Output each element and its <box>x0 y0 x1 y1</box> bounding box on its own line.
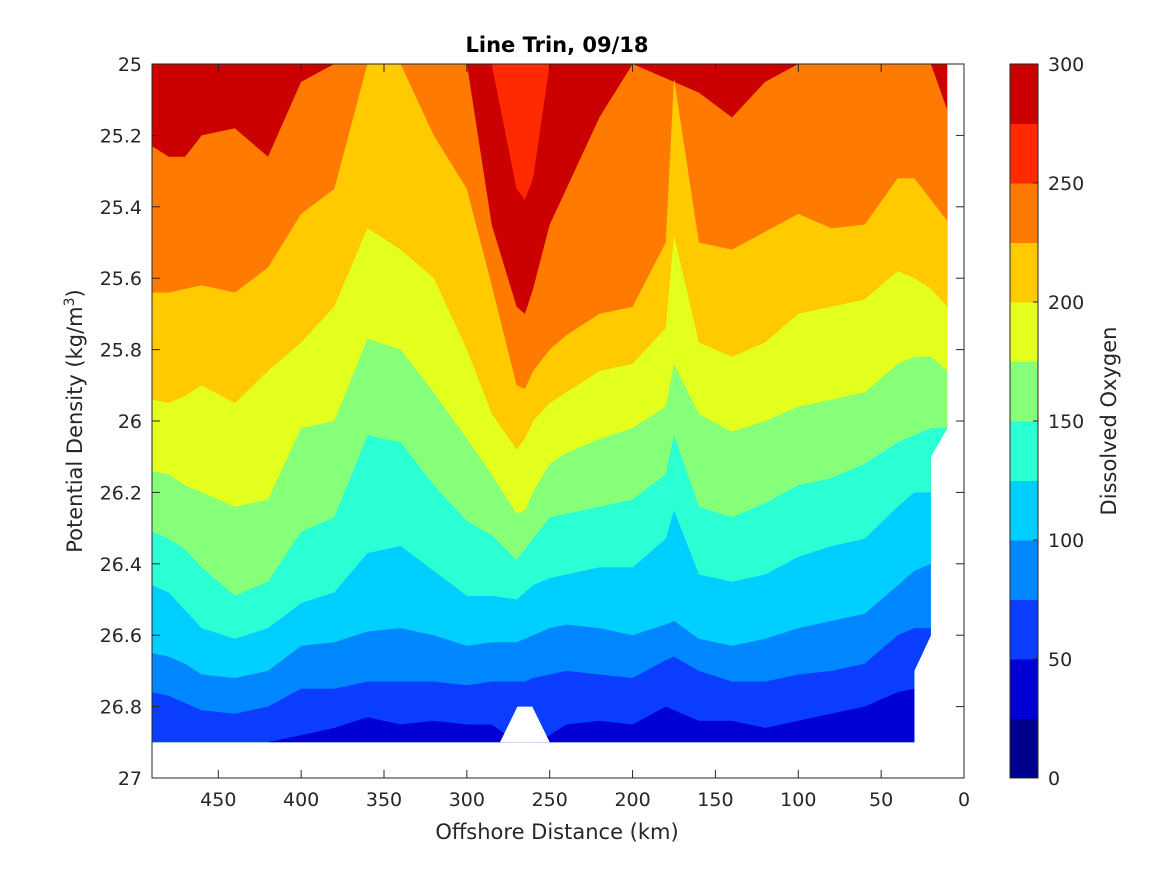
x-tick-label: 0 <box>958 789 970 811</box>
colorbar-swatch <box>1010 599 1038 660</box>
colorbar-swatch <box>1010 302 1038 362</box>
colorbar-tick-label: 150 <box>1048 411 1084 433</box>
colorbar-swatch <box>1010 123 1038 184</box>
colorbar-swatch <box>1010 64 1038 124</box>
colorbar-swatch <box>1010 540 1038 600</box>
colorbar-tick-label: 200 <box>1048 292 1084 314</box>
colorbar-swatch <box>1010 480 1038 541</box>
x-tick-label: 350 <box>366 789 402 811</box>
x-tick-label: 400 <box>283 789 319 811</box>
colorbar-tick-label: 50 <box>1048 649 1072 671</box>
y-axis-label-superscript: 3 <box>62 297 78 306</box>
y-tick-label: 25.8 <box>100 340 142 362</box>
y-axis-label: Potential Density (kg/m3) <box>62 289 87 553</box>
colorbar-tick-label: 300 <box>1048 54 1084 76</box>
y-axis-label-main: Potential Density (kg/m <box>63 306 87 552</box>
x-axis-label: Offshore Distance (km) <box>435 820 678 844</box>
colorbar: 0 50 100 150 200 250 300 <box>1009 54 1084 790</box>
x-tick-label: 250 <box>532 789 568 811</box>
colorbar-swatch <box>1010 183 1038 243</box>
x-tick-label: 100 <box>780 789 816 811</box>
colorbar-swatch <box>1010 659 1038 719</box>
colorbar-tick-label: 0 <box>1048 768 1060 790</box>
x-tick-label: 50 <box>869 789 893 811</box>
contour-band-75 <box>152 628 931 743</box>
y-tick-label: 25 <box>118 54 142 76</box>
y-tick-label: 26.2 <box>100 482 142 504</box>
y-tick-label: 26 <box>118 411 142 433</box>
y-tick-label: 25.4 <box>100 197 142 219</box>
y-axis-label-close: ) <box>63 289 87 297</box>
colorbar-swatch <box>1010 421 1038 481</box>
plot-area <box>151 63 965 779</box>
chart-title: Line Trin, 09/18 <box>465 33 648 57</box>
y-tick-label: 26.8 <box>100 697 142 719</box>
contour-band-bottom <box>152 670 931 743</box>
data-gap <box>500 706 550 743</box>
y-tick-label: 27 <box>118 768 142 790</box>
contour-band-275 <box>491 64 550 200</box>
colorbar-tick-label: 100 <box>1048 530 1084 552</box>
y-tick-label: 26.6 <box>100 625 142 647</box>
x-tick-label: 150 <box>697 789 733 811</box>
colorbar-swatch <box>1010 361 1038 422</box>
y-axis: 25 25.2 25.4 25.6 25.8 26 26.2 26.4 26.6 26.8 27 <box>100 54 964 790</box>
colorbar-tick-label: 250 <box>1048 173 1084 195</box>
y-tick-label: 25.2 <box>100 125 142 147</box>
colorbar-swatch <box>1010 718 1038 779</box>
x-tick-label: 300 <box>449 789 485 811</box>
y-tick-label: 26.4 <box>100 554 142 576</box>
x-axis: 450 400 350 300 250 200 150 100 50 0 <box>200 64 970 811</box>
colorbar-swatch <box>1010 242 1038 303</box>
x-tick-label: 200 <box>614 789 650 811</box>
colorbar-label: Dissolved Oxygen <box>1097 327 1121 516</box>
x-tick-label: 450 <box>200 789 236 811</box>
y-tick-label: 25.6 <box>100 268 142 290</box>
